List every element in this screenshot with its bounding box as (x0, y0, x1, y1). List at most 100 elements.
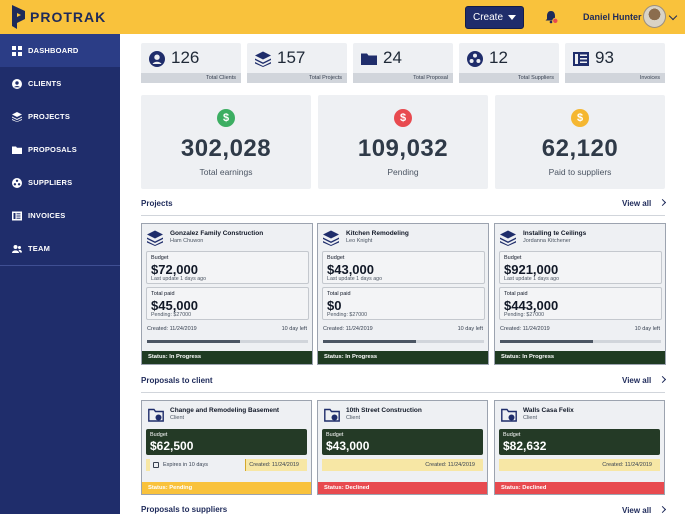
layers-icon (147, 230, 163, 246)
summary-value: 302,028 (180, 135, 272, 162)
project-card[interactable]: Kitchen Remodeling Leo Knight Budget $43… (317, 223, 489, 365)
progress-bar (147, 340, 308, 343)
sidebar-item-suppliers[interactable]: SUPPLIERS (0, 166, 120, 199)
budget-value: $62,500 (150, 439, 194, 453)
stat-total-suppliers[interactable]: 12 Total Suppliers (459, 43, 559, 83)
summary-label: Total earnings (199, 167, 253, 177)
progress-bar (500, 340, 661, 343)
paid-value: $443,000 (504, 298, 559, 313)
invoice-icon (12, 211, 22, 220)
user-name[interactable]: Daniel Hunter (583, 12, 642, 22)
status-badge: Status: In Progress (318, 351, 488, 364)
stat-label: Total Suppliers (459, 73, 559, 83)
budget-label: Budget (503, 432, 521, 438)
sidebar-divider (0, 265, 120, 266)
summary-paid-to-suppliers: $ 62,120 Paid to suppliers (495, 95, 665, 189)
pending-amount: Pending: $27000 (504, 312, 545, 318)
layers-icon (323, 230, 339, 246)
proposal-meta: Created: 11/24/2019 (322, 459, 483, 471)
stat-total-proposal[interactable]: 24 Total Proposal (353, 43, 453, 83)
project-card[interactable]: Installing te Ceilings Jordanna Kitchene… (494, 223, 666, 365)
sidebar-item-team[interactable]: TEAM (0, 232, 120, 265)
budget-label: Budget (151, 255, 169, 261)
suppliers-view-all-link[interactable]: View all (622, 505, 667, 515)
user-icon (149, 51, 165, 67)
user-icon (12, 78, 22, 89)
sidebar-item-label: TEAM (28, 244, 51, 253)
layers-icon (255, 51, 271, 67)
layers-icon (12, 111, 22, 122)
invoice-icon (573, 52, 589, 66)
sidebar-item-invoices[interactable]: INVOICES (0, 199, 120, 232)
proposals-view-all-link[interactable]: View all (622, 375, 667, 385)
logo[interactable]: PROTRAK (0, 5, 120, 29)
view-all-label: View all (622, 506, 652, 515)
stat-label: Total Projects (247, 73, 347, 83)
view-all-label: View all (622, 376, 652, 385)
budget-value: $43,000 (326, 439, 370, 453)
status-badge: Status: Declined (318, 482, 487, 494)
sidebar-item-dashboard[interactable]: DASHBOARD (0, 34, 120, 67)
folder-user-icon (148, 408, 164, 422)
proposal-meta: Created: 11/24/2019 (499, 459, 660, 471)
dollar-icon: $ (394, 109, 412, 127)
stat-label: Total Proposal (353, 73, 453, 83)
projects-view-all-link[interactable]: View all (622, 198, 667, 208)
dollar-icon: $ (217, 109, 235, 127)
section-divider (141, 215, 665, 216)
budget-value: $921,000 (504, 262, 559, 277)
project-owner: Jordanna Kitchener (523, 238, 571, 244)
project-owner: Leo Knight (346, 238, 373, 244)
folder-icon (12, 146, 22, 154)
created-date: Created: 11/24/2019 (323, 326, 373, 332)
notification-bell-icon[interactable] (544, 10, 558, 24)
proposal-type: Client (170, 415, 185, 421)
suppliers-icon (12, 177, 22, 188)
main-content: 126 Total Clients 157 Total Projects 24 … (120, 34, 685, 515)
created-date: Created: 11/24/2019 (602, 462, 652, 468)
proposal-budget-box: Budget $43,000 (322, 429, 483, 455)
suppliers-icon (467, 51, 483, 67)
stat-total-projects[interactable]: 157 Total Projects (247, 43, 347, 83)
proposal-type: Client (523, 415, 538, 421)
status-badge: Status: In Progress (142, 351, 312, 364)
sidebar-item-label: PROPOSALS (28, 145, 77, 154)
view-all-label: View all (622, 199, 652, 208)
layers-icon (500, 230, 516, 246)
summary-label: Paid to suppliers (548, 167, 612, 177)
proposal-card[interactable]: 10th Street Construction Client Budget $… (317, 400, 488, 495)
create-button[interactable]: Create (465, 6, 524, 29)
project-budget-box: Budget $72,000 Last update 1 days ago (146, 251, 309, 284)
folder-icon (361, 53, 377, 65)
project-card[interactable]: Gonzalez Family Construction Ham Chuwon … (141, 223, 313, 365)
user-menu-chevron-icon[interactable] (668, 11, 678, 21)
sidebar-item-label: DASHBOARD (28, 46, 79, 55)
stat-total-clients[interactable]: 126 Total Clients (141, 43, 241, 83)
sidebar-item-clients[interactable]: CLIENTS (0, 67, 120, 100)
proposal-card[interactable]: Walls Casa Felix Client Budget $82,632 C… (494, 400, 665, 495)
avatar[interactable] (643, 5, 666, 28)
stat-value: 126 (171, 48, 200, 67)
stat-invoices[interactable]: 93 Invoices (565, 43, 665, 83)
paid-label: Total paid (504, 291, 528, 297)
summary-label: Pending (387, 167, 419, 177)
stat-value: 24 (383, 48, 402, 67)
last-update: Last update 1 days ago (504, 276, 560, 282)
sidebar-item-proposals[interactable]: PROPOSALS (0, 133, 120, 166)
summary-pending: $ 109,032 Pending (318, 95, 488, 189)
sidebar-item-projects[interactable]: PROJECTS (0, 100, 120, 133)
projects-section-title: Projects (141, 199, 173, 208)
pending-amount: Pending: $27000 (151, 312, 192, 318)
paid-label: Total paid (327, 291, 351, 297)
sidebar-item-label: CLIENTS (28, 79, 62, 88)
project-name: Gonzalez Family Construction (170, 230, 264, 237)
proposal-card[interactable]: Change and Remodeling Basement Client Bu… (141, 400, 312, 495)
folder-user-icon (324, 408, 340, 422)
proposals-section-title: Proposals to client (141, 376, 213, 385)
chevron-right-icon (659, 505, 667, 514)
stat-value: 157 (277, 48, 306, 67)
top-bar: PROTRAK Create Daniel Hunter (0, 0, 685, 34)
budget-value: $82,632 (503, 439, 547, 453)
proposal-name: Walls Casa Felix (523, 407, 574, 414)
app-name: PROTRAK (30, 9, 107, 25)
